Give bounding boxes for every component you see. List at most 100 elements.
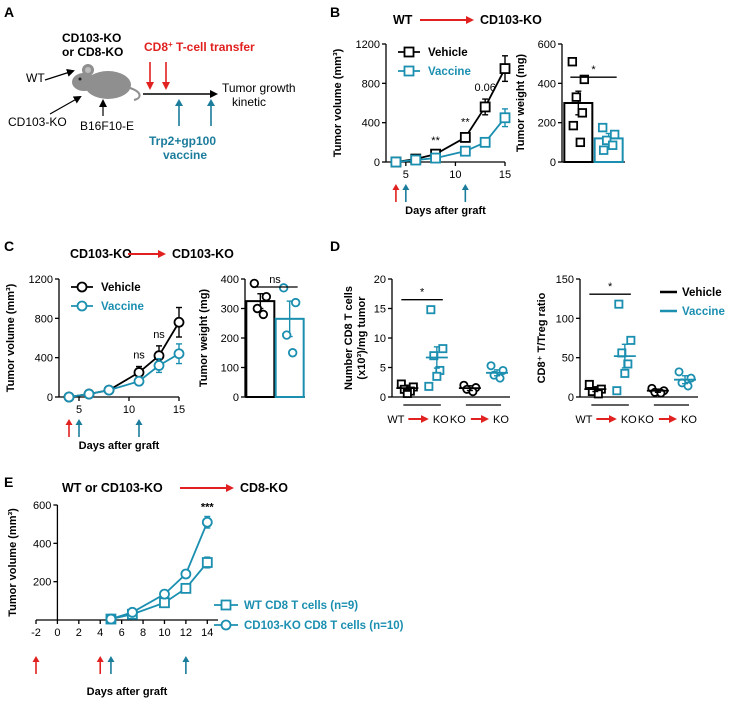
panel-d-legend-label: Vaccine — [682, 306, 725, 318]
panel-d-ratio-point — [612, 386, 622, 396]
panel-c-growth-y-tick-label: 400 — [35, 353, 53, 365]
panel-b-growth-legend-label: Vehicle — [428, 47, 468, 59]
panel-b-weight-point — [607, 140, 618, 150]
panel-c-growth-y-tick-label: 1200 — [29, 274, 53, 286]
panel-d-count-point — [424, 381, 434, 391]
panel-e-legend-label: WT CD8 T cells (n=9) — [244, 600, 358, 612]
panel-d-count-y-tick-label: 15 — [374, 304, 386, 316]
panel-b-growth-point-vaccine — [390, 156, 402, 168]
panel-d-ratio-group-to: KO — [621, 414, 637, 426]
panel-d-count-point — [426, 305, 436, 315]
panel-e-line — [110, 561, 208, 620]
panel-b-growth-legend-label: Vaccine — [428, 66, 471, 78]
panel-d-ratio-significance: * — [608, 281, 613, 293]
panel-d-ratio-point — [626, 335, 636, 345]
panel-e-x-tick-label: 8 — [140, 627, 146, 639]
blue-arrow-icon — [175, 99, 183, 126]
panel-b-growth-point-vaccine — [410, 154, 422, 166]
panel-c-weight-point — [258, 309, 269, 320]
panel-c-growth-y-tick-label: 800 — [35, 313, 53, 325]
panel-c-weight-point — [287, 348, 298, 358]
panel-e-point — [105, 613, 117, 625]
panel-c-growth-x-tick-label: 5 — [76, 404, 82, 416]
panel-d-ratio-point — [674, 367, 684, 377]
panel-b-growth-x-label: Days after graft — [405, 205, 486, 217]
panel-b-title-left: WT — [393, 13, 413, 27]
panel-c-growth-point-vehicle — [173, 316, 185, 328]
panel-b-growth-significance: ** — [461, 116, 470, 128]
host-line-1: CD103-KO — [62, 31, 121, 45]
panel-b: B WT CD103-KO 0 400 800 1200 5 10 15 Tumor volu… — [330, 4, 625, 217]
panel-e-x-label: Days after graft — [87, 686, 168, 698]
panel-b-growth-point-vehicle — [459, 132, 471, 143]
panel-b-growth-significance: ** — [431, 135, 440, 147]
panel-e-point — [126, 606, 138, 618]
panel-c-growth-point-vaccine — [83, 388, 95, 400]
panel-e-y-tick-label: 200 — [33, 577, 51, 589]
panel-c-growth-point-vaccine — [103, 384, 115, 396]
panel-d-count-significance: * — [420, 287, 425, 299]
panel-e-letter: E — [4, 474, 13, 490]
panel-b-growth-point-vehicle — [499, 63, 511, 74]
panel-d-ratio-group-from: WT — [575, 414, 592, 426]
panel-b-growth-y-tick-label: 400 — [362, 118, 380, 130]
panel-a: A CD103-KO or CD8-KO WT CD103-KO B16F10-… — [4, 4, 296, 162]
panel-e-point — [159, 597, 170, 609]
donor-cd103-label: CD103-KO — [8, 115, 67, 129]
panel-a-letter: A — [4, 4, 14, 20]
panel-b-weight-y-tick-label: 0 — [550, 157, 556, 169]
panel-d-count-chart: 0 5 10 15 20 Number CD8 T cells (x10³)/mg tumo… — [343, 274, 510, 426]
panel-b-weight-point — [567, 57, 578, 67]
panel-c-weight-point — [252, 303, 263, 314]
panel-b-growth-point-vaccine — [430, 152, 441, 164]
panel-e-legend-marker — [220, 619, 232, 631]
panel-e-legend-label: CD103-KO CD8 T cells (n=10) — [244, 620, 404, 632]
panel-d-ratio-point — [584, 379, 594, 389]
panel-c-weight-y-tick-label: 400 — [221, 274, 239, 286]
panel-d: D 0 5 10 15 20 Number CD8 T cells (x10³)/mg tu… — [330, 238, 725, 426]
panel-b-weight-chart: 0 200 400 600 Tumor weight (mg) * — [515, 39, 625, 169]
panel-c-growth-legend-marker — [76, 281, 88, 293]
panel-b-growth-point-vaccine — [499, 112, 511, 124]
panel-e-growth-chart: 200 400 600 -2 0 2 4 6 8 10 12 14 Tumor volume (mm³)… — [7, 500, 404, 698]
panel-d-count-group-to: KO — [433, 414, 449, 426]
red-arrow-icon-head — [32, 656, 40, 662]
panel-c-weight-y-label: Tumor weight (mg) — [198, 289, 210, 388]
panel-c-letter: C — [4, 238, 14, 254]
panel-c-growth-y-label: Tumor volume (mm³) — [5, 283, 17, 392]
panel-e-y-tick-label: 600 — [33, 500, 51, 512]
panel-e-point — [180, 568, 192, 580]
panel-b-weight-point — [601, 135, 612, 146]
panel-d-ratio-y-tick-label: 0 — [568, 392, 574, 404]
panel-e: E WT or CD103-KO CD8-KO 200 400 600 -2 0 2 4 6 8… — [4, 474, 404, 698]
panel-b-weight-y-tick-label: 600 — [538, 39, 556, 51]
panel-c-growth-chart: 0 400 800 1200 5 10 15 Tumor volume (mm³) Days a… — [5, 274, 185, 452]
panel-b-growth-legend-marker — [403, 65, 415, 77]
panel-d-legend-label: Vehicle — [682, 287, 722, 299]
panel-e-point — [180, 582, 192, 594]
panel-d-count-y-label-1: Number CD8 T cells — [343, 286, 355, 390]
panel-d-ratio-y-tick-label: 100 — [556, 313, 574, 325]
panel-e-y-tick-label: 400 — [33, 538, 51, 550]
wt-arrow — [44, 69, 75, 81]
blue-arrow-icon-head — [461, 184, 469, 190]
panel-b-growth-y-tick-label: 800 — [362, 78, 380, 90]
panel-c-weight-y-tick-label: 0 — [233, 392, 239, 404]
panel-c: C CD103-KO CD103-KO 0 400 800 1200 5 10 15 Tumo… — [4, 238, 305, 452]
blue-arrow-icon-head — [75, 419, 83, 425]
blue-arrow-icon — [207, 99, 215, 126]
panel-e-x-tick-label: 4 — [97, 627, 103, 639]
panel-b-letter: B — [330, 4, 340, 20]
panel-b-growth-y-tick-label: 1200 — [356, 39, 380, 51]
panel-d-count-point — [486, 361, 496, 371]
panel-b-growth-y-tick-label: 0 — [374, 157, 380, 169]
panel-d-ratio-point — [686, 373, 696, 383]
panel-c-growth-x-label: Days after graft — [79, 440, 160, 452]
panel-b-weight-point — [577, 108, 588, 118]
donor-wt-label: WT — [26, 71, 45, 85]
blue-arrow-icon-head — [107, 656, 115, 662]
panel-c-weight-chart: 0 100 200 300 400 Tumor weight (mg) ns — [198, 274, 305, 404]
panel-b-growth-significance: 0.06 — [474, 82, 495, 94]
